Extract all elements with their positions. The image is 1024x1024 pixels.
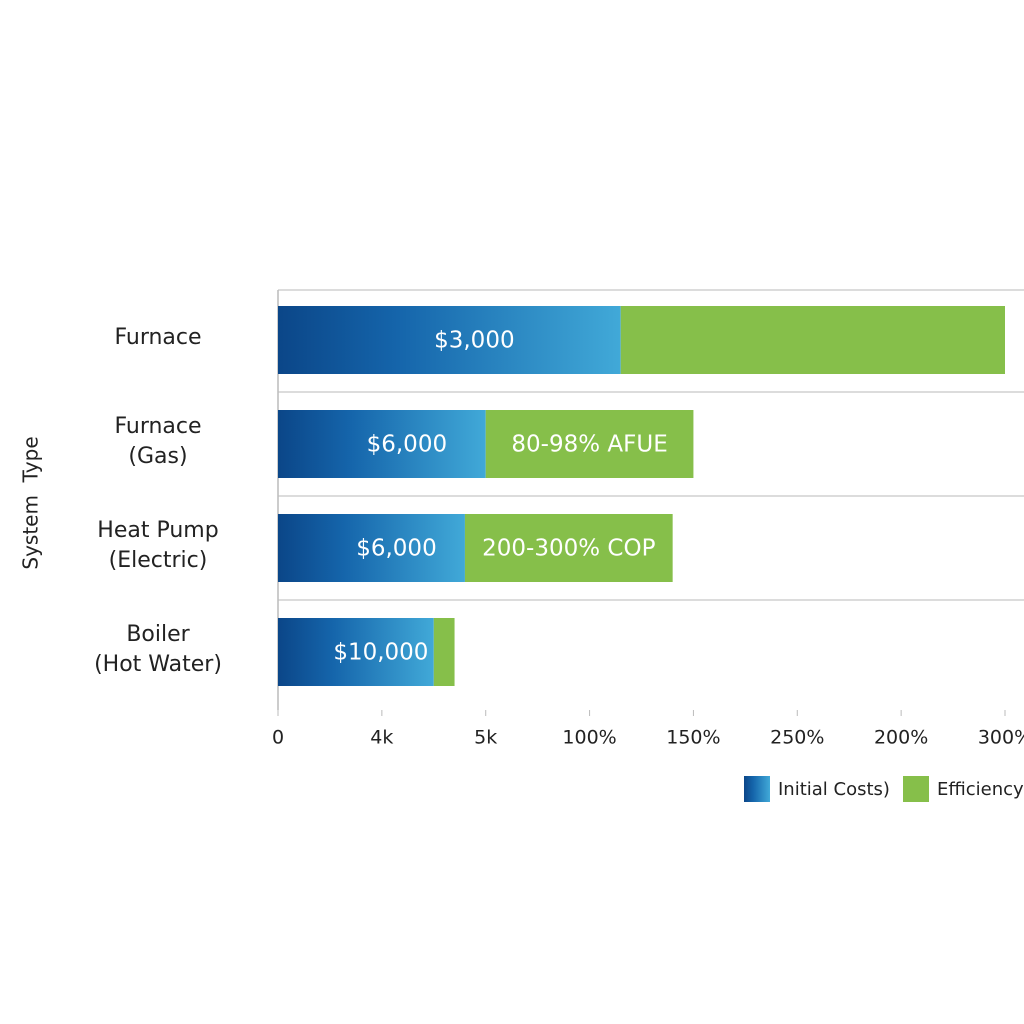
legend-label: Initial Costs): [778, 779, 890, 800]
category-label: Furnace: [114, 325, 202, 350]
x-tick-label: 250%: [770, 727, 824, 749]
bar-label: 80-98% AFUE: [511, 432, 667, 458]
legend-swatch: [903, 776, 929, 802]
x-tick-label: 0: [272, 727, 284, 749]
bar-segment: [620, 306, 1005, 374]
legend-swatch: [744, 776, 770, 802]
bar-segment: [485, 410, 694, 478]
category-label: Boiler (Hot Water): [94, 622, 222, 677]
bar-label: 200-300% COP: [482, 536, 655, 562]
bar-label: $10,000: [333, 640, 428, 666]
bar-segment: [433, 618, 455, 686]
x-tick-label: 150%: [666, 727, 720, 749]
bar-label: $3,000: [434, 328, 514, 354]
legend-label: Efficiency: [937, 779, 1024, 800]
bar-segment: [278, 410, 486, 478]
x-tick-label: 200%: [874, 727, 928, 749]
bar-segment: [278, 306, 621, 374]
category-label: Furnace (Gas): [114, 414, 202, 469]
bar-segment: [278, 514, 465, 582]
x-tick-label: 4k: [370, 727, 393, 749]
y-axis-label: System Type: [19, 436, 43, 569]
category-label: Heat Pump (Electric): [97, 518, 219, 573]
x-tick-label: 5k: [474, 727, 497, 749]
bar-label: $6,000: [367, 432, 447, 458]
bar-segment: [278, 618, 434, 686]
bar-segment: [464, 514, 673, 582]
x-tick-label: 100%: [562, 727, 616, 749]
x-tick-label: 300%: [978, 727, 1024, 749]
bar-label: $6,000: [356, 536, 436, 562]
